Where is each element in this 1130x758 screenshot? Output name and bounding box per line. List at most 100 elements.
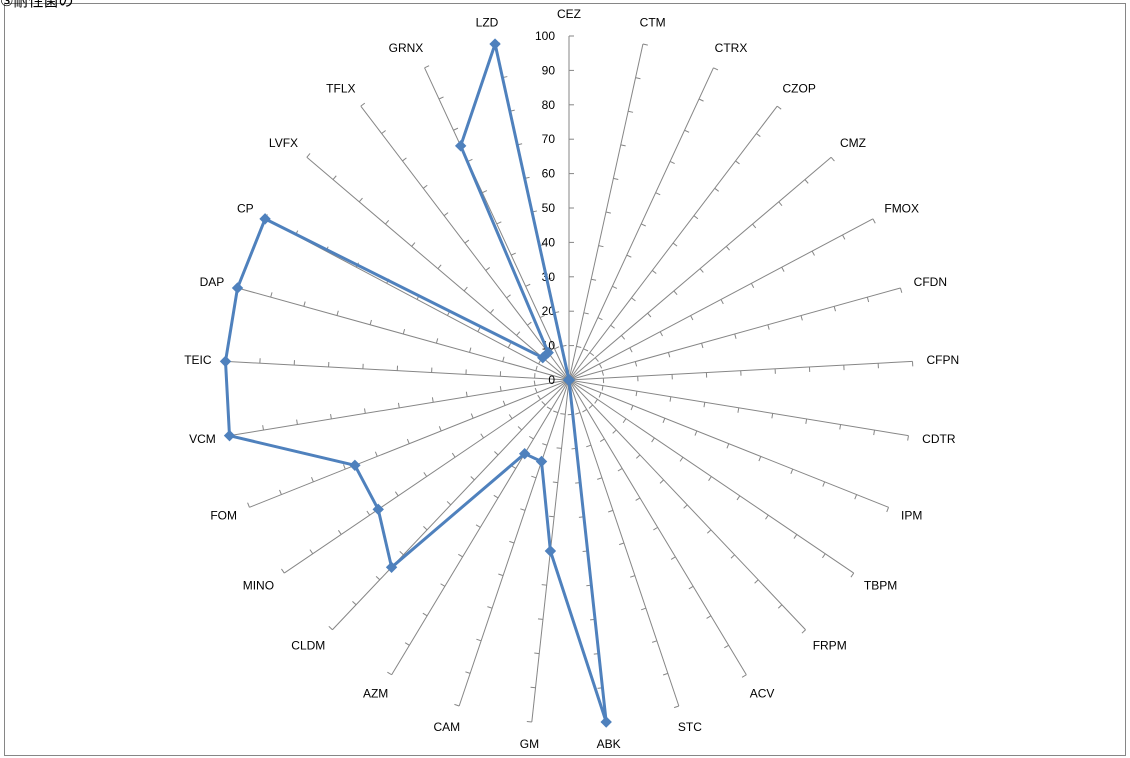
tick-mark: [465, 391, 468, 397]
tick-mark: [502, 356, 505, 362]
tick-mark: [752, 223, 757, 229]
tick-mark: [311, 477, 314, 483]
tick-mark: [303, 301, 306, 307]
tick-mark: [620, 144, 626, 147]
tick-mark: [750, 283, 755, 288]
tick-mark: [589, 352, 595, 357]
tick-mark: [622, 418, 627, 424]
category-label-stc: STC: [678, 720, 702, 734]
tick-mark: [443, 212, 449, 217]
data-point-gm: [544, 545, 557, 557]
tick-mark: [790, 468, 794, 474]
tick-mark: [801, 629, 806, 634]
tick-mark: [454, 703, 460, 707]
tick-mark: [610, 324, 615, 329]
category-label-lzd: LZD: [476, 16, 499, 30]
spoke-grnx: [424, 67, 570, 381]
tick-mark: [534, 387, 538, 393]
tick-mark: [730, 554, 735, 559]
category-label-czop: CZOP: [782, 82, 815, 96]
data-point-teic: [219, 355, 232, 368]
tick-mark: [422, 184, 428, 189]
tick-mark: [411, 242, 416, 247]
category-label-frpm: FRPM: [813, 639, 847, 653]
tick-mark: [374, 451, 378, 457]
tick-mark: [659, 331, 663, 337]
tick-mark: [546, 406, 552, 410]
tick-mark: [404, 642, 410, 646]
tick-mark: [599, 438, 605, 442]
category-label-cfpn: CFPN: [926, 353, 959, 367]
r-tick-label: 50: [542, 201, 556, 215]
tick-mark: [594, 399, 598, 404]
tick-mark: [582, 409, 587, 413]
tick-mark: [591, 278, 597, 281]
tick-mark: [480, 433, 484, 439]
tick-mark: [364, 408, 366, 414]
category-label-dap: DAP: [200, 275, 225, 289]
tick-mark: [706, 615, 712, 619]
tick-mark: [475, 524, 481, 528]
tick-mark: [701, 343, 704, 349]
tick-mark: [630, 405, 634, 411]
tick-mark: [423, 526, 428, 531]
tick-mark: [720, 299, 724, 305]
tick-mark: [520, 508, 526, 511]
tick-mark: [399, 551, 404, 556]
tick-mark: [477, 327, 481, 332]
category-label-fom: FOM: [210, 508, 237, 522]
tick-mark: [511, 252, 516, 256]
tick-mark: [605, 211, 611, 214]
tick-mark: [781, 266, 785, 272]
tick-mark: [440, 583, 446, 587]
tick-mark: [699, 268, 704, 273]
category-label-cam: CAM: [433, 720, 460, 734]
tick-mark: [485, 267, 491, 271]
tick-mark: [387, 671, 392, 676]
tick-mark: [469, 347, 472, 353]
tick-mark: [270, 292, 273, 298]
tick-mark: [541, 584, 547, 586]
tick-mark: [635, 391, 638, 397]
tick-mark: [336, 310, 339, 316]
tick-mark: [338, 530, 342, 535]
tick-mark: [667, 352, 671, 358]
category-label-cp: CP: [237, 202, 254, 216]
data-point-abk: [600, 716, 612, 728]
data-point-dap: [231, 282, 244, 294]
tick-mark: [588, 404, 594, 409]
tick-mark: [594, 357, 599, 362]
data-point-fom: [349, 459, 361, 472]
tick-mark: [281, 568, 285, 574]
tick-mark: [470, 476, 475, 481]
category-label-mino: MINO: [243, 578, 274, 592]
tick-mark: [725, 246, 730, 251]
tick-mark: [899, 287, 903, 293]
tick-mark: [805, 418, 808, 424]
category-label-cdtr: CDTR: [922, 432, 956, 446]
tick-mark: [866, 297, 870, 303]
tick-mark: [617, 467, 623, 472]
tick-mark: [842, 234, 846, 240]
tick-mark: [688, 585, 694, 590]
tick-mark: [634, 361, 638, 367]
tick-mark: [537, 394, 541, 400]
tick-mark: [626, 254, 632, 258]
tick-mark: [659, 479, 664, 484]
tick-mark: [793, 534, 798, 539]
tick-mark: [508, 414, 513, 419]
tick-mark: [662, 672, 669, 676]
tick-mark: [366, 510, 371, 516]
tick-mark: [651, 640, 658, 643]
tick-mark: [601, 385, 604, 391]
tick-mark: [369, 319, 372, 325]
tick-mark: [765, 514, 769, 520]
category-label-ctm: CTM: [640, 16, 666, 30]
tick-mark: [262, 425, 264, 431]
tick-mark: [830, 156, 835, 162]
tick-mark: [635, 454, 641, 459]
tick-mark: [438, 96, 444, 100]
tick-mark: [698, 98, 704, 102]
spoke-tbpm: [568, 379, 855, 574]
